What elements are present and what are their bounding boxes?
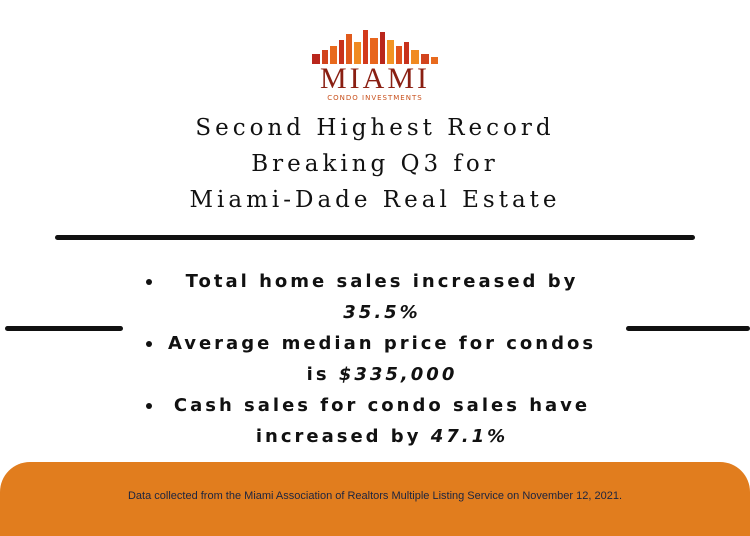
bullet-dot <box>146 279 152 285</box>
logo: MIAMI CONDO INVESTMENTS <box>300 30 450 102</box>
logo-name: MIAMI <box>320 62 430 95</box>
bullet-dot <box>146 403 152 409</box>
bullet: Average median price for condos is $335,… <box>140 328 610 390</box>
side-rule <box>5 326 123 331</box>
bullet-text: Cash sales for condo sales have increase… <box>173 395 591 447</box>
title-line: Second Highest Record <box>195 115 555 141</box>
title: Second Highest Record Breaking Q3 for Mi… <box>0 110 750 218</box>
logo-skyline <box>312 30 438 64</box>
bullet-value: 47.1% <box>430 426 509 447</box>
bullet: Total home sales increased by 35.5% <box>140 266 610 328</box>
title-line: Miami-Dade Real Estate <box>189 187 561 213</box>
bullet-value: 35.5% <box>343 302 421 323</box>
title-line: Breaking Q3 for <box>251 151 499 177</box>
bullet-dot <box>146 341 152 347</box>
side-rule <box>626 326 750 331</box>
footer-text: Data collected from the Miami Associatio… <box>127 490 622 502</box>
bullet-list: Total home sales increased by 35.5% Aver… <box>140 266 610 452</box>
footer: Data collected from the Miami Associatio… <box>0 462 750 536</box>
divider <box>55 235 695 240</box>
logo-tagline: CONDO INVESTMENTS <box>327 94 423 102</box>
bullet-text: Total home sales increased by <box>185 271 579 292</box>
bullet-value: $335,000 <box>338 364 458 385</box>
bullet-text: Average median price for condos is <box>167 333 597 385</box>
bullet: Cash sales for condo sales have increase… <box>140 390 610 452</box>
